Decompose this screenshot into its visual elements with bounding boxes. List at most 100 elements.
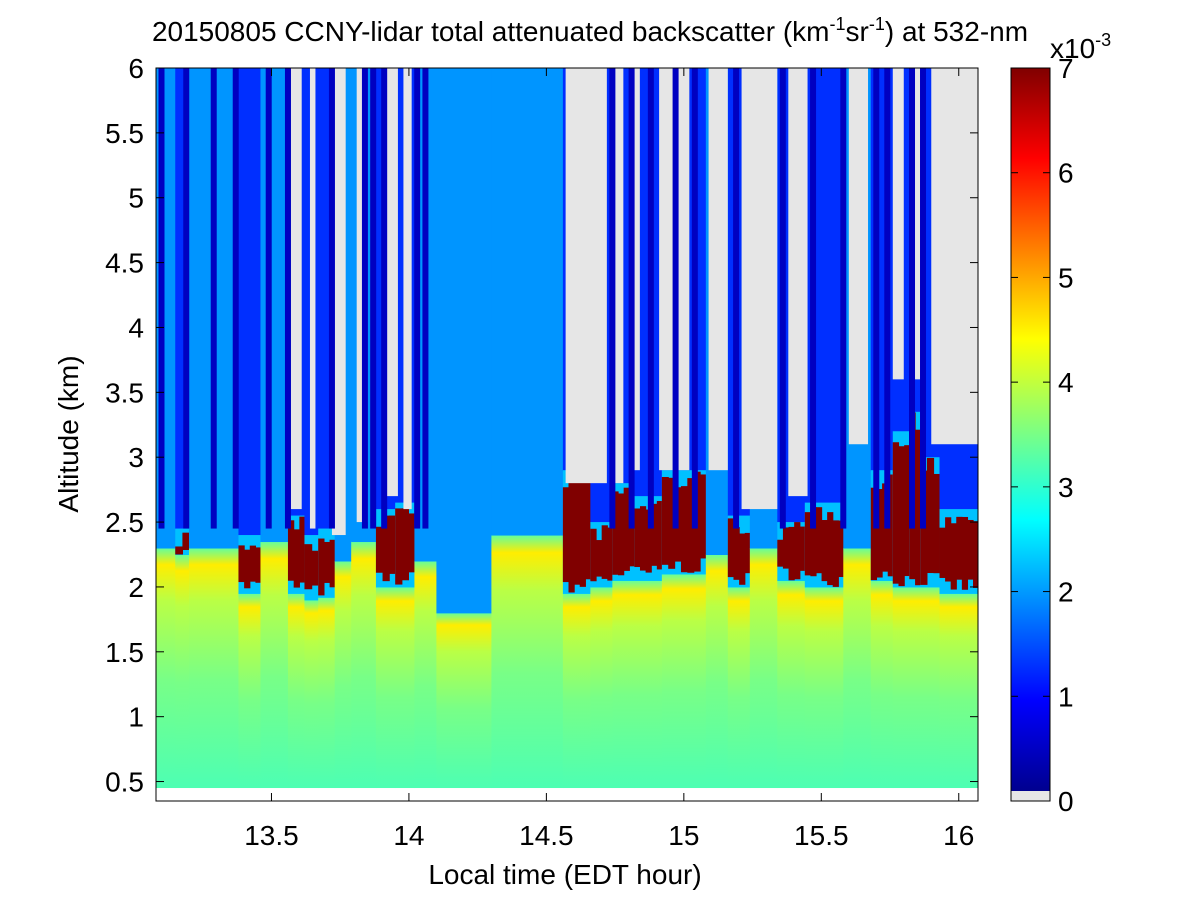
no-data-band: [741, 68, 778, 510]
boundary-layer: [175, 554, 190, 789]
no-data-band: [331, 68, 346, 536]
boundary-layer: [634, 580, 663, 789]
boundary-layer: [287, 593, 306, 789]
cloud-cell: [904, 445, 911, 577]
x-tick-label: 16: [943, 820, 974, 851]
cloud-cell: [568, 475, 575, 593]
colorbar-tick-label: 1: [1058, 681, 1074, 712]
cloud-cell: [562, 487, 570, 583]
y-tick-label: 6: [128, 53, 144, 84]
cloud-cell: [182, 532, 191, 551]
no-data-band: [386, 68, 398, 497]
colorbar-exponent-power: -3: [1095, 30, 1111, 50]
signal-dropout-streak: [733, 68, 740, 529]
no-data-band: [788, 68, 808, 497]
no-data-band: [403, 68, 412, 510]
backscatter-heatmap: [156, 68, 978, 789]
signal-dropout-streak: [328, 68, 335, 529]
x-tick-label: 15: [668, 820, 699, 851]
cloud-cell: [408, 513, 416, 573]
x-axis-label: Local time (EDT hour): [428, 859, 701, 890]
chart-title: 20150805 CCNY-lidar total attenuated bac…: [152, 14, 1028, 47]
x-tick-label: 14: [393, 820, 424, 851]
boundary-layer: [804, 586, 844, 789]
y-tick-label: 5.5: [105, 118, 144, 149]
cloud-cell: [827, 512, 834, 586]
x-tick-label: 14.5: [519, 820, 574, 851]
boundary-layer: [705, 554, 729, 789]
cloud-cell: [634, 508, 641, 568]
no-data-band: [931, 68, 978, 445]
cloud-cell: [832, 520, 839, 587]
no-data-band: [290, 68, 302, 510]
cloud-cell: [618, 493, 625, 576]
no-data-band: [631, 68, 640, 471]
cloud-cell: [945, 517, 952, 582]
colorbar-exponent-base: x10: [1050, 33, 1095, 64]
cloud-cell: [687, 478, 695, 573]
no-data-band: [565, 68, 607, 484]
cloud-cell: [956, 516, 963, 580]
y-tick-label: 1.5: [105, 637, 144, 668]
cloud-cell: [238, 545, 245, 583]
boundary-layer: [375, 586, 396, 789]
signal-dropout-streak: [265, 68, 272, 529]
cloud-cell: [915, 429, 922, 586]
free-troposphere: [238, 68, 262, 536]
cloud-cell: [777, 539, 784, 567]
signal-dropout-streak: [920, 68, 927, 529]
signal-dropout-streak: [628, 68, 635, 529]
signal-dropout-streak: [647, 68, 654, 529]
cloud-cell: [733, 527, 740, 580]
no-data-band: [912, 68, 921, 380]
cloud-cell: [961, 516, 969, 590]
signal-dropout-streak: [183, 68, 190, 529]
cloud-cell: [590, 528, 597, 582]
y-axis-label: Altitude (km): [53, 355, 84, 512]
no-data-band: [615, 68, 624, 484]
cloud-cell: [175, 546, 184, 555]
cloud-cell: [299, 516, 306, 583]
boundary-layer: [661, 573, 707, 789]
signal-dropout-streak: [609, 68, 616, 529]
signal-dropout-streak: [873, 68, 880, 529]
signal-dropout-streak: [361, 68, 368, 529]
colorbar-tick-label: 3: [1058, 472, 1074, 503]
cloud-cell: [382, 515, 390, 582]
cloud-cell: [950, 523, 957, 590]
cloud-cell: [329, 539, 336, 588]
title-suffix: ) at 532-nm: [885, 16, 1028, 47]
colorbar-no-data-swatch: [1011, 791, 1050, 801]
cloud-cell: [810, 507, 817, 577]
boundary-layer: [749, 548, 778, 789]
signal-dropout-streak: [158, 68, 165, 529]
cloud-cell: [821, 520, 828, 582]
no-data-band: [309, 68, 316, 529]
cloud-cell: [700, 474, 708, 559]
colorbar-tick-label: 4: [1058, 367, 1074, 398]
y-tick-label: 2.5: [105, 507, 144, 538]
y-tick-label: 3: [128, 442, 144, 473]
boundary-layer: [414, 560, 438, 789]
boundary-layer: [843, 548, 872, 789]
y-tick-label: 5: [128, 183, 144, 214]
cloud-cell: [967, 519, 974, 580]
transition-zone: [436, 68, 492, 614]
boundary-layer: [777, 580, 806, 789]
cloud-cell: [607, 527, 614, 581]
boundary-layer: [491, 535, 564, 789]
boundary-layer: [590, 586, 613, 789]
cloud-cell: [815, 507, 823, 574]
no-data-band: [708, 68, 728, 471]
cloud-cell: [395, 508, 403, 585]
title-prefix: 20150805 CCNY-lidar total attenuated bac…: [152, 16, 830, 47]
profile-column: [260, 68, 289, 789]
cloud-cell: [794, 522, 801, 580]
boundary-layer: [156, 548, 176, 789]
profile-column: [491, 68, 564, 789]
x-tick-label: 13.5: [244, 820, 299, 851]
cloud-cell: [804, 512, 811, 576]
y-tick-label: 4: [128, 312, 144, 343]
cloud-cell: [739, 533, 746, 585]
